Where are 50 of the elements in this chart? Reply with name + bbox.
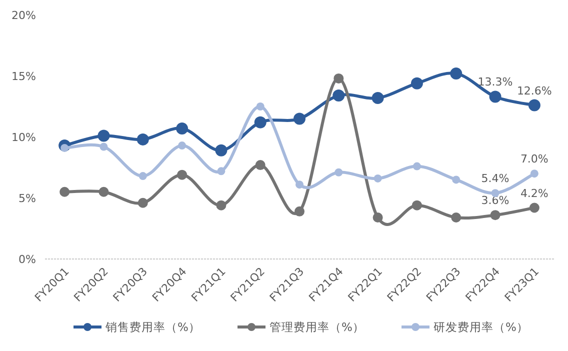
point [177,170,188,180]
point [98,130,110,142]
point [178,142,186,150]
point [450,68,462,80]
y-tick-label: 15% [12,70,36,83]
point [294,206,304,216]
data-label: 3.6% [481,194,510,208]
point [489,90,502,103]
data-label: 12.6% [516,84,552,98]
point [100,142,108,151]
point [412,200,422,210]
point [60,186,70,197]
point [452,176,460,184]
point [255,160,266,170]
point [374,174,382,182]
data-label: 7.0% [520,152,548,166]
legend-label: 管理费用率（%） [270,320,364,334]
point [529,202,540,213]
point [451,212,462,223]
point [530,170,538,178]
point [528,99,540,112]
point [372,212,383,223]
y-tick-label: 5% [18,192,36,205]
legend-label: 研发费用率（%） [434,320,528,334]
y-tick-label: 20% [12,9,36,22]
point [256,102,264,110]
point [217,167,226,176]
point [334,168,343,176]
point [254,116,266,128]
point [215,144,228,156]
point [98,186,109,197]
point [410,77,423,90]
point [490,210,500,220]
data-label: 5.4% [481,172,510,186]
data-label: 4.2% [520,186,548,200]
point [372,92,384,104]
y-tick-label: 10% [12,131,36,144]
point [296,180,304,189]
data-label: 13.3% [478,76,513,89]
point [216,200,226,210]
y-tick-label: 0% [18,253,36,266]
point [136,133,149,146]
point [294,112,306,125]
point [138,172,147,180]
point [412,162,421,170]
point [138,198,148,208]
legend-label: 销售费用率（%） [104,320,200,334]
point [332,90,345,102]
point [176,122,188,134]
point [334,73,344,84]
